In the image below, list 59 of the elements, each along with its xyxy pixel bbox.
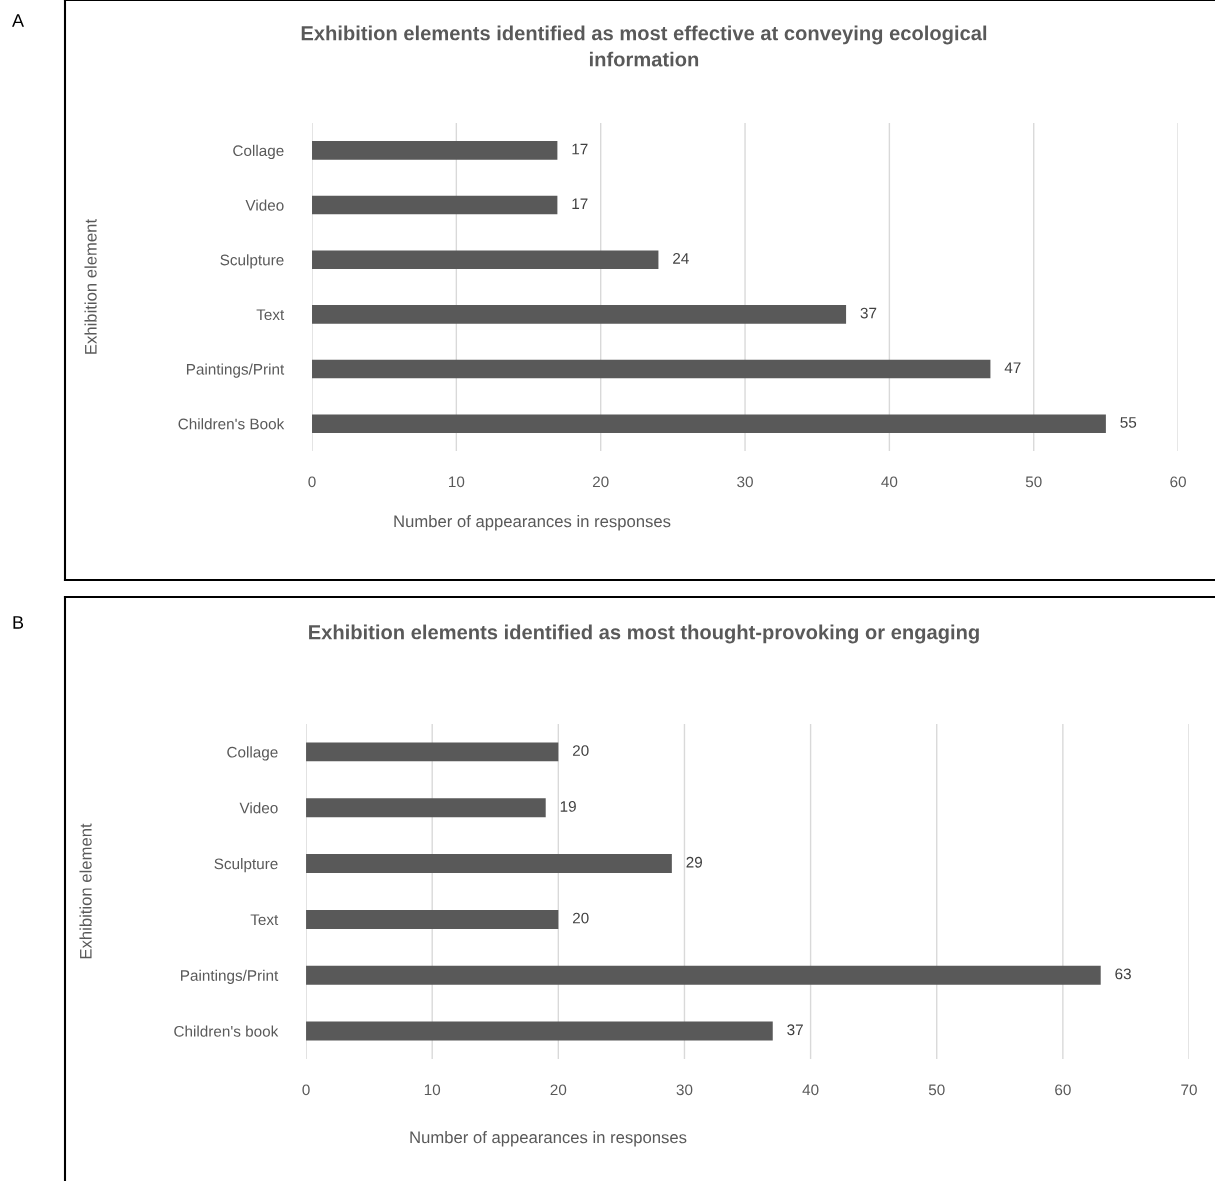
data-label: 20: [572, 912, 589, 924]
y-tick-label: Video: [239, 802, 278, 814]
bar: [306, 742, 559, 762]
y-tick-label: Text: [250, 914, 279, 926]
x-tick-label: 50: [1025, 476, 1042, 488]
chart-title: Exhibition elements identified as most thought-provoking or engaging: [309, 624, 979, 644]
data-label: 47: [1004, 362, 1021, 373]
data-label: 55: [1120, 417, 1137, 428]
y-tick-label: Collage: [233, 144, 284, 160]
bar: [312, 305, 847, 324]
chart-title: Exhibition elements identified as most effective at conveying ecological information: [301, 25, 987, 67]
x-tick-label: 10: [424, 1084, 441, 1096]
text: A: [12, 14, 25, 27]
data-label: 29: [686, 856, 703, 868]
text: B: [13, 616, 24, 629]
y-tick-label: Video: [245, 199, 284, 211]
x-axis-title: Number of appearances in responses: [394, 515, 671, 531]
y-tick-label: Paintings/Print: [186, 363, 285, 378]
data-label: 37: [787, 1024, 803, 1036]
y-axis-title: Exhibition element: [79, 823, 92, 959]
bar: [312, 141, 558, 160]
y-axis-title: Exhibition element: [84, 219, 97, 354]
data-label: 17: [572, 198, 588, 209]
bar: [312, 250, 659, 269]
data-label: 19: [560, 801, 576, 812]
y-tick-label: Text: [256, 309, 285, 321]
x-tick-label: 0: [302, 1084, 310, 1096]
data-label: 37: [860, 307, 877, 319]
y-tick-label: Paintings/Print: [181, 969, 279, 984]
bar: [306, 909, 559, 929]
bar: [312, 195, 558, 215]
x-tick-label: 20: [550, 1084, 567, 1096]
y-tick-label: Children's Book: [178, 418, 285, 430]
y-tick-label: Sculpture: [214, 858, 278, 873]
bar: [306, 854, 672, 874]
data-label: 24: [673, 252, 689, 264]
x-tick-label: 40: [881, 476, 898, 488]
bar: [312, 414, 1106, 433]
x-tick-label: 70: [1181, 1084, 1197, 1096]
bar: [306, 1021, 773, 1041]
y-tick-label: Collage: [227, 746, 278, 761]
x-tick-label: 10: [449, 476, 465, 488]
bar: [312, 359, 991, 379]
data-label: 17: [572, 143, 588, 155]
x-tick-label: 30: [737, 476, 753, 488]
x-tick-label: 50: [928, 1084, 945, 1096]
x-tick-label: 0: [308, 476, 316, 488]
x-tick-label: 20: [592, 476, 609, 488]
y-tick-label: Children's book: [174, 1025, 279, 1037]
x-tick-label: 30: [676, 1084, 693, 1096]
data-label: 63: [1115, 968, 1131, 980]
x-tick-label: 60: [1170, 476, 1186, 488]
y-tick-label: Sculpture: [220, 254, 284, 269]
data-label: 20: [572, 745, 589, 756]
bar: [306, 965, 1101, 985]
bar: [306, 798, 546, 818]
x-axis-title: Number of appearances in responses: [410, 1131, 687, 1147]
x-tick-label: 40: [802, 1084, 819, 1096]
x-tick-label: 60: [1055, 1084, 1071, 1096]
